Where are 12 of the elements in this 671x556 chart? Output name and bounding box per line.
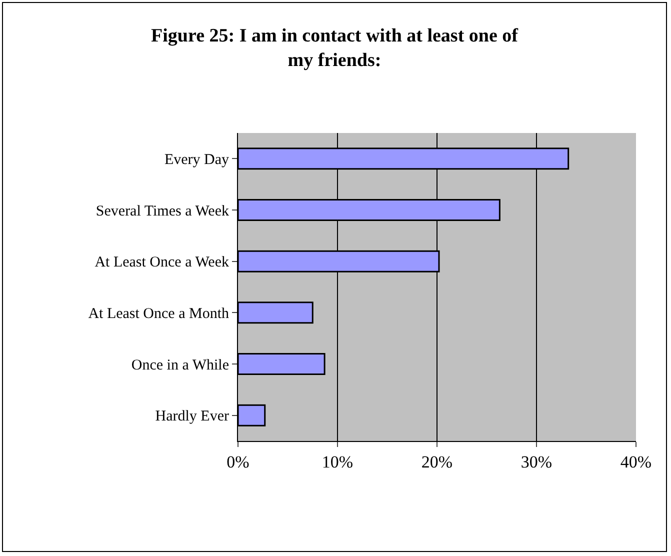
y-tick-label: At Least Once a Week	[94, 254, 230, 271]
y-tick-label: Once in a While	[131, 357, 230, 374]
x-tick-label: 40%	[620, 452, 652, 472]
y-tick-label: Every Day	[164, 152, 230, 168]
y-tick-label: At Least Once a Month	[88, 306, 230, 322]
x-tick-label: 0%	[226, 452, 250, 472]
x-tick-label: 20%	[421, 452, 453, 472]
x-tick-label: 30%	[520, 452, 552, 472]
y-tick-label: Several Times a Week	[96, 203, 230, 220]
y-tick-label: Hardly Ever	[155, 408, 230, 425]
x-tick-label: 10%	[322, 452, 354, 472]
chart-title: Figure 25: I am in contact with at least one of my friends:	[151, 25, 519, 72]
